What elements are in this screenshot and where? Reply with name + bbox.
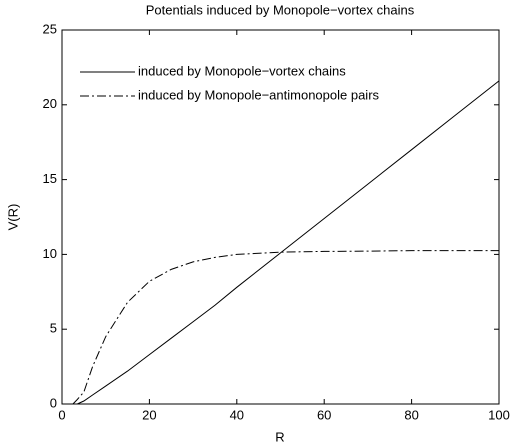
series-line xyxy=(77,80,500,405)
chart-title: Potentials induced by Monopole−vortex ch… xyxy=(146,2,415,17)
series-line xyxy=(72,250,499,405)
x-tick-label: 0 xyxy=(58,407,65,422)
x-axis-label: R xyxy=(275,429,284,444)
y-tick-label: 15 xyxy=(43,171,57,186)
y-tick-label: 0 xyxy=(50,395,57,410)
x-tick-label: 100 xyxy=(488,407,510,422)
x-tick-label: 20 xyxy=(142,407,156,422)
x-tick-label: 60 xyxy=(317,407,331,422)
y-tick-label: 20 xyxy=(43,96,57,111)
y-tick-label: 10 xyxy=(43,246,57,261)
legend-label: induced by Monopole−vortex chains xyxy=(138,63,346,78)
y-tick-label: 25 xyxy=(43,21,57,36)
x-tick-label: 40 xyxy=(230,407,244,422)
y-tick-label: 5 xyxy=(50,321,57,336)
x-tick-label: 80 xyxy=(404,407,418,422)
plot-frame xyxy=(61,29,500,405)
legend-label: induced by Monopole−antimonopole pairs xyxy=(138,87,380,102)
y-axis-label: V(R) xyxy=(5,204,20,231)
